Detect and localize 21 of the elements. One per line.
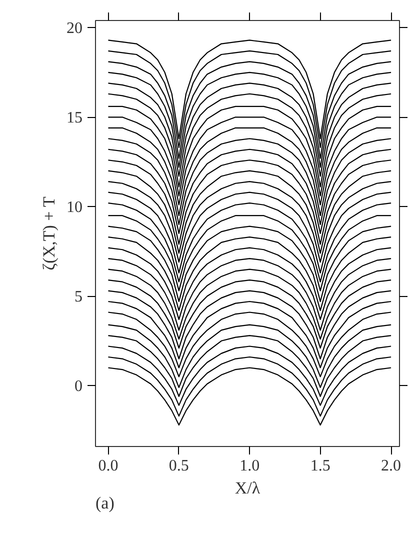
x-tick-label: 0.5 <box>168 458 189 474</box>
x-tick-label: 1.5 <box>310 458 330 474</box>
x-tick-label: 2.0 <box>381 458 402 474</box>
y-tick-label: 0 <box>74 378 82 396</box>
line-series <box>108 324 392 388</box>
y-tick-label: 20 <box>66 20 82 38</box>
line-series <box>108 334 392 397</box>
x-tick-label: 0.0 <box>98 458 118 474</box>
x-axis-title: X/λ <box>234 478 261 498</box>
line-series <box>108 346 392 406</box>
x-tick-label: 1.0 <box>240 458 260 474</box>
y-tick-label: 10 <box>66 199 82 216</box>
line-series <box>108 290 392 360</box>
y-axis-title: ζ(X,T) + T <box>40 196 58 270</box>
line-series <box>108 300 392 368</box>
y-tick-label: 15 <box>66 110 82 127</box>
y-tick-label: 5 <box>74 288 82 306</box>
line-series <box>108 367 392 426</box>
line-series <box>108 356 392 417</box>
text: (a) <box>96 494 114 512</box>
line-series <box>108 312 392 378</box>
